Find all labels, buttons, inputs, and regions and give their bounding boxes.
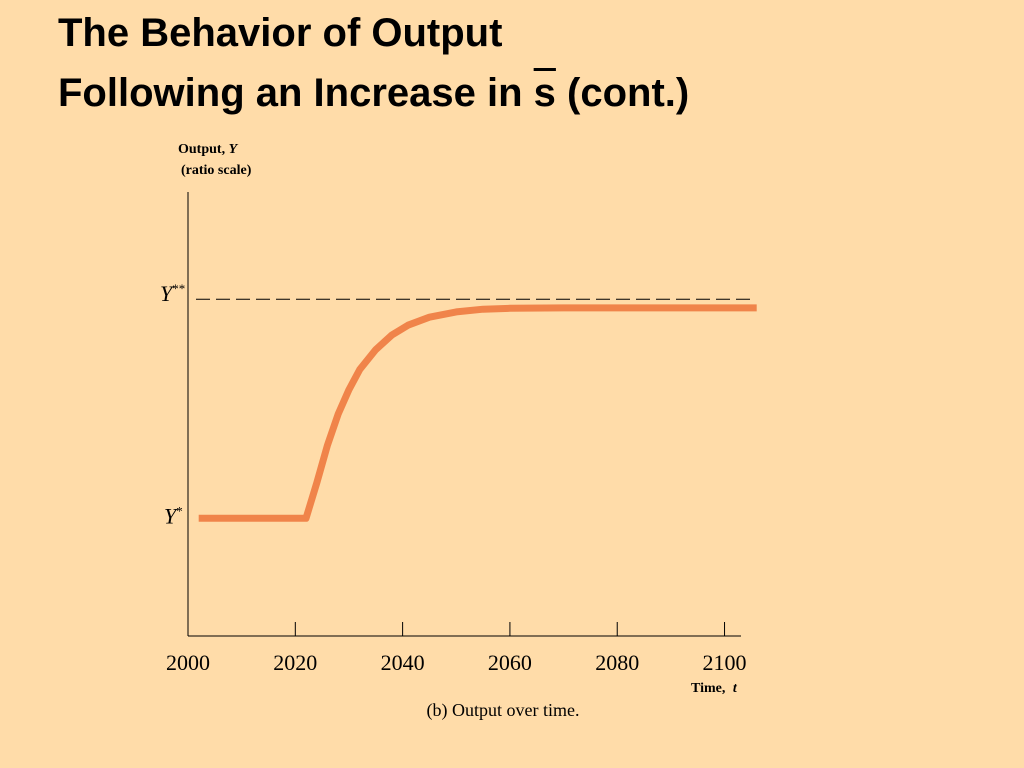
x-tick-label-2040: 2040 <box>381 650 425 675</box>
slide-title-line1: The Behavior of Output <box>58 11 503 55</box>
y-star-var: Y <box>164 503 179 528</box>
x-tick-label-2060: 2060 <box>488 650 532 675</box>
x-tick-label-2100: 2100 <box>703 650 747 675</box>
title-symbol-s-bar: s <box>533 71 556 115</box>
title-suffix: (cont.) <box>567 71 690 115</box>
y-star-sup: * <box>176 503 183 518</box>
x-tick-label-2000: 2000 <box>166 650 210 675</box>
y-axis-label-var: Y <box>229 142 239 157</box>
y-axis-label-text: Output, <box>178 142 229 157</box>
y-star-star-sup: ** <box>172 281 185 296</box>
slide-title-line2: Following an Increase in s (cont.) <box>58 70 689 116</box>
output-series-line <box>198 304 757 522</box>
y-star-star-label: Y** <box>160 281 185 306</box>
y-axis-sublabel: (ratio scale) <box>181 163 252 178</box>
chart-caption: (b) Output over time. <box>427 700 580 721</box>
x-axis-label-var: t <box>733 681 738 696</box>
y-axis-label: Output, Y <box>178 142 239 157</box>
x-tick-label-2080: 2080 <box>595 650 639 675</box>
x-tick-label-2020: 2020 <box>273 650 317 675</box>
title-prefix: Following an Increase in <box>58 71 523 115</box>
y-star-label: Y* <box>164 503 183 528</box>
y-star-star-var: Y <box>160 281 175 306</box>
x-axis-label: Time, t <box>691 681 738 696</box>
x-ticks: 2000 2020 2040 2060 2080 2100 <box>166 622 747 675</box>
x-axis-label-text: Time, <box>691 681 729 696</box>
